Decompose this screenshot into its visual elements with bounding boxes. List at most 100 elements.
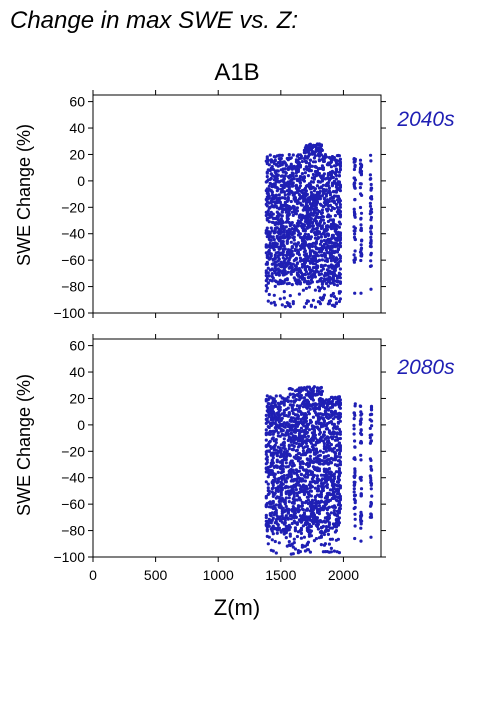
data-point xyxy=(359,223,363,227)
data-point xyxy=(335,205,339,209)
data-point xyxy=(308,504,312,508)
data-point xyxy=(270,458,274,462)
data-point xyxy=(309,494,313,498)
data-point xyxy=(333,454,337,458)
data-point xyxy=(300,172,304,176)
data-point xyxy=(266,522,270,526)
data-point xyxy=(313,436,317,440)
data-point xyxy=(370,424,374,428)
data-point xyxy=(334,167,338,171)
data-point xyxy=(279,235,283,239)
data-point xyxy=(333,409,337,413)
data-point xyxy=(319,484,323,488)
data-point xyxy=(299,536,303,540)
data-point xyxy=(285,156,289,161)
data-point xyxy=(323,246,327,250)
data-point xyxy=(325,404,329,408)
data-point xyxy=(288,190,292,194)
data-point xyxy=(298,282,302,286)
data-point xyxy=(313,481,317,485)
data-point xyxy=(369,251,373,255)
data-point xyxy=(320,282,324,286)
data-point xyxy=(295,413,299,417)
data-point xyxy=(282,196,286,200)
data-point xyxy=(294,171,298,175)
data-point xyxy=(268,245,272,249)
data-point xyxy=(282,498,286,502)
data-point xyxy=(276,164,280,168)
data-point xyxy=(328,203,332,207)
data-point xyxy=(353,402,357,406)
data-point xyxy=(279,260,283,264)
data-point xyxy=(297,253,301,257)
data-point xyxy=(278,159,282,164)
data-point xyxy=(358,169,362,173)
data-point xyxy=(281,242,285,247)
data-point xyxy=(298,490,302,494)
data-point xyxy=(300,159,304,164)
data-point xyxy=(301,235,305,240)
data-point xyxy=(317,142,321,146)
data-point xyxy=(322,196,326,200)
data-point xyxy=(327,467,331,471)
data-point xyxy=(307,182,311,186)
data-point xyxy=(280,271,284,275)
data-point xyxy=(369,287,373,291)
data-point xyxy=(333,224,337,228)
data-point xyxy=(283,447,287,451)
data-point xyxy=(337,508,341,512)
data-point xyxy=(297,232,301,236)
data-point xyxy=(277,219,281,223)
data-point xyxy=(353,257,357,262)
data-point xyxy=(280,220,284,224)
data-point xyxy=(321,450,325,454)
data-point xyxy=(264,428,268,432)
data-point xyxy=(294,212,298,216)
data-point xyxy=(358,158,363,162)
data-point xyxy=(308,268,312,272)
data-point xyxy=(315,425,319,429)
data-point xyxy=(311,224,315,228)
data-point xyxy=(305,385,309,389)
data-point xyxy=(315,247,319,251)
data-point xyxy=(304,388,308,392)
data-point xyxy=(291,403,295,407)
data-point xyxy=(320,412,324,416)
data-point xyxy=(338,157,342,161)
data-point xyxy=(333,266,337,270)
data-point xyxy=(282,421,286,425)
data-point xyxy=(369,464,373,469)
data-point xyxy=(336,264,340,268)
data-point xyxy=(319,525,323,530)
data-point xyxy=(315,237,319,241)
data-point xyxy=(308,421,312,425)
data-point xyxy=(315,386,319,390)
data-point xyxy=(330,403,334,407)
data-point xyxy=(336,459,340,463)
data-point xyxy=(329,550,333,554)
data-point xyxy=(319,167,323,171)
data-point xyxy=(288,534,292,538)
data-point xyxy=(352,235,357,239)
data-point xyxy=(276,222,280,226)
data-point xyxy=(308,459,312,463)
data-point xyxy=(277,245,281,249)
data-point xyxy=(369,535,373,539)
data-point xyxy=(292,437,296,441)
data-point xyxy=(352,260,356,264)
data-point xyxy=(269,210,273,214)
data-point xyxy=(284,171,288,175)
data-point xyxy=(337,511,341,515)
data-point xyxy=(286,399,290,404)
data-point xyxy=(359,478,363,482)
data-point xyxy=(306,548,310,552)
data-point xyxy=(305,444,309,448)
data-point xyxy=(265,394,269,398)
data-point xyxy=(369,458,373,462)
data-point xyxy=(306,450,310,454)
data-point xyxy=(329,420,333,424)
data-point xyxy=(322,159,326,163)
y-axis-label-bottom: SWE Change (%) xyxy=(14,374,34,516)
data-point xyxy=(303,232,307,236)
data-point xyxy=(291,236,295,240)
